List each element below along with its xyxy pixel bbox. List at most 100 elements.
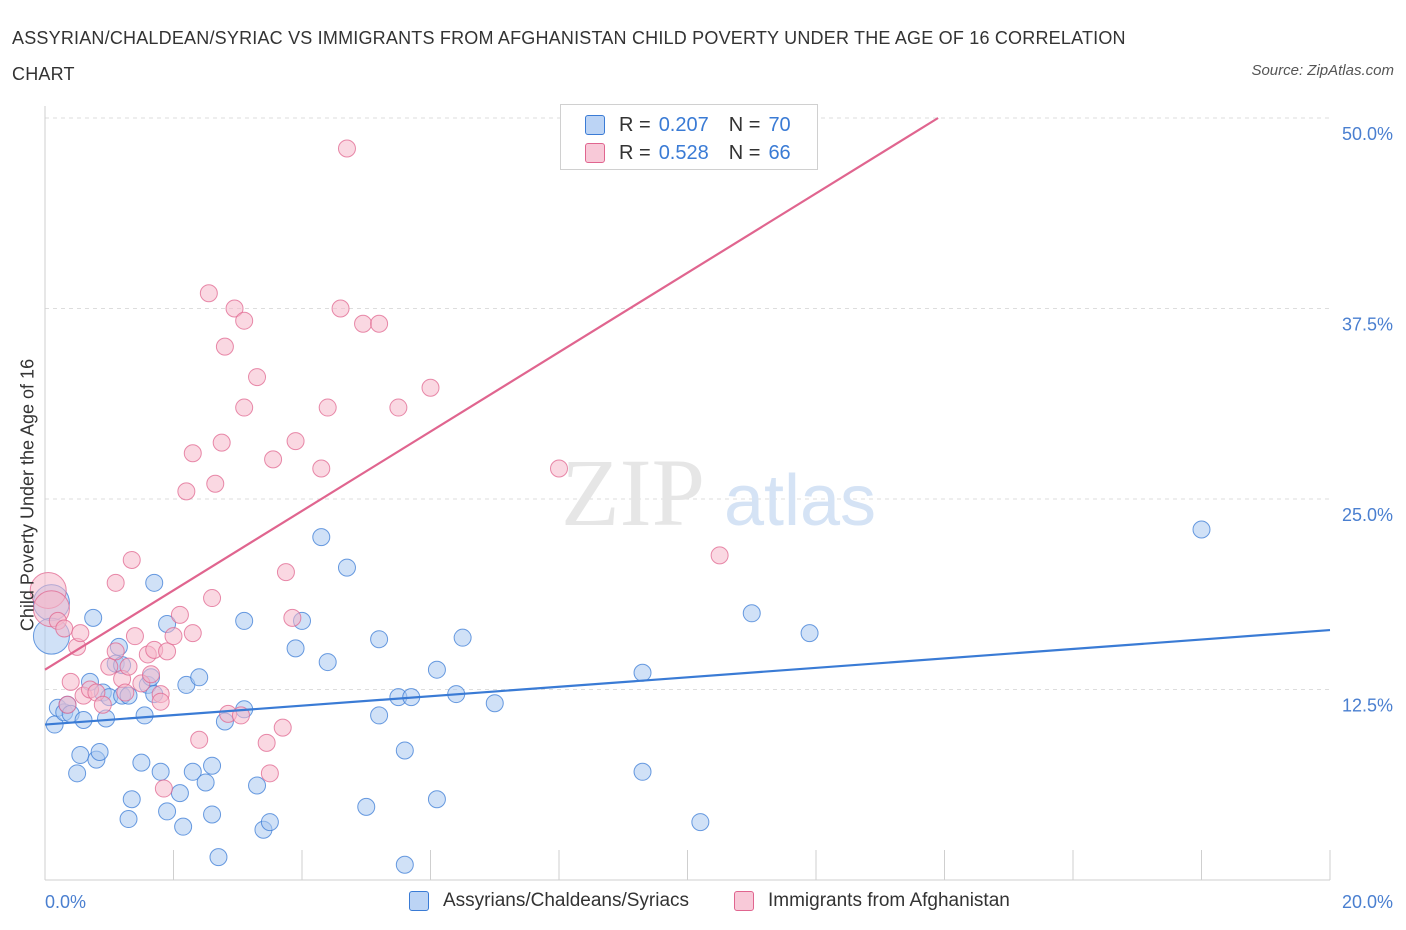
point-afghanistan	[318, 398, 337, 417]
point-assyrians	[71, 746, 90, 765]
tick-label-layer: 12.5% 25.0% 37.5% 50.0% 0.0% 20.0%	[45, 124, 1393, 912]
watermark: ZIP atlas	[561, 439, 876, 546]
trend-line-assyrians	[44, 628, 1331, 726]
point-afghanistan	[257, 733, 276, 752]
point-assyrians	[151, 762, 170, 781]
point-assyrians	[68, 764, 87, 783]
watermark-zip: ZIP	[561, 439, 705, 546]
point-assyrians	[312, 528, 331, 547]
point-afghanistan	[212, 433, 231, 452]
points-layer	[29, 139, 1211, 874]
legend-n-label: N =	[728, 113, 761, 136]
point-afghanistan	[190, 730, 209, 749]
legend-swatch	[409, 891, 429, 911]
source-label: Source: ZipAtlas.com	[1251, 62, 1394, 79]
legend-swatch	[734, 891, 754, 911]
point-assyrians	[800, 624, 819, 643]
point-assyrians	[170, 784, 189, 803]
point-assyrians	[209, 848, 228, 867]
point-afghanistan	[215, 337, 234, 356]
point-assyrians	[122, 790, 141, 809]
point-assyrians	[158, 802, 177, 821]
point-afghanistan	[122, 550, 141, 569]
point-assyrians	[248, 776, 267, 795]
legend-n-value: 70	[768, 113, 791, 136]
point-assyrians	[337, 558, 356, 577]
point-afghanistan	[550, 459, 568, 478]
point-afghanistan	[206, 474, 225, 493]
point-afghanistan	[106, 573, 125, 592]
chart-title: ASSYRIAN/CHALDEAN/SYRIAC VS IMMIGRANTS F…	[12, 28, 1126, 84]
point-afghanistan	[337, 139, 356, 158]
point-assyrians	[633, 762, 652, 781]
legend-swatch-blue	[585, 115, 605, 135]
point-afghanistan	[164, 627, 183, 646]
point-assyrians	[286, 639, 305, 658]
legend-n-value: 66	[768, 141, 791, 164]
trend-line-afghanistan	[44, 117, 939, 671]
point-assyrians	[427, 660, 446, 679]
point-afghanistan	[710, 546, 729, 565]
point-assyrians	[132, 753, 151, 772]
x-tick-label: 0.0%	[45, 892, 86, 912]
point-assyrians	[145, 573, 164, 592]
point-afghanistan	[248, 368, 267, 387]
point-assyrians	[203, 756, 222, 775]
point-afghanistan	[61, 672, 80, 691]
point-assyrians	[395, 855, 414, 874]
point-afghanistan	[125, 627, 144, 646]
legend-item-label: Immigrants from Afghanistan	[768, 890, 1010, 911]
point-afghanistan	[58, 695, 77, 714]
point-afghanistan	[100, 657, 119, 676]
legend-r-value: 0.207	[658, 113, 709, 136]
point-afghanistan	[235, 398, 254, 417]
y-tick-label: 37.5%	[1342, 315, 1393, 335]
legend-item-assyrians[interactable]: Assyrians/Chaldeans/Syriacs	[409, 890, 689, 912]
point-afghanistan	[151, 692, 170, 711]
x-tick-label: 20.0%	[1342, 892, 1393, 912]
y-tick-label: 12.5%	[1342, 696, 1393, 716]
point-afghanistan	[312, 459, 331, 478]
point-assyrians	[742, 604, 761, 623]
legend-n-label: N =	[728, 141, 761, 164]
y-tick-label: 50.0%	[1342, 124, 1393, 144]
point-afghanistan	[119, 657, 138, 676]
point-afghanistan	[177, 482, 196, 501]
point-assyrians	[235, 611, 254, 630]
point-assyrians	[357, 797, 376, 816]
point-afghanistan	[389, 398, 408, 417]
point-assyrians	[174, 817, 193, 836]
legend-r-value: 0.528	[658, 141, 709, 164]
legend-r-label: R =	[619, 113, 651, 136]
point-assyrians	[1192, 520, 1211, 539]
point-afghanistan	[93, 695, 112, 714]
legend-item-afghanistan[interactable]: Immigrants from Afghanistan	[734, 890, 1010, 912]
point-assyrians	[370, 706, 389, 725]
point-assyrians	[119, 810, 138, 829]
point-assyrians	[135, 706, 154, 725]
y-tick-label: 25.0%	[1342, 505, 1393, 525]
point-afghanistan	[273, 718, 292, 737]
point-assyrians	[370, 630, 389, 649]
point-assyrians	[318, 653, 337, 672]
point-afghanistan	[170, 605, 189, 624]
point-afghanistan	[421, 378, 440, 397]
point-afghanistan	[106, 642, 125, 661]
legend-row-pink: R = 0.528 N = 66	[585, 141, 791, 165]
point-afghanistan	[199, 284, 218, 303]
point-assyrians	[84, 608, 103, 627]
point-assyrians	[485, 694, 504, 713]
point-assyrians	[395, 741, 414, 760]
point-afghanistan	[264, 450, 283, 469]
series-legend: Assyrians/Chaldeans/Syriacs Immigrants f…	[0, 890, 1406, 914]
point-afghanistan	[183, 444, 202, 463]
legend-swatch-pink	[585, 143, 605, 163]
point-afghanistan	[55, 619, 74, 638]
point-afghanistan	[354, 314, 373, 333]
point-afghanistan	[71, 624, 90, 643]
legend-item-label: Assyrians/Chaldeans/Syriacs	[443, 890, 690, 911]
point-afghanistan	[116, 683, 135, 702]
y-axis-label: Child Poverty Under the Age of 16	[17, 358, 38, 632]
point-afghanistan	[276, 563, 295, 582]
